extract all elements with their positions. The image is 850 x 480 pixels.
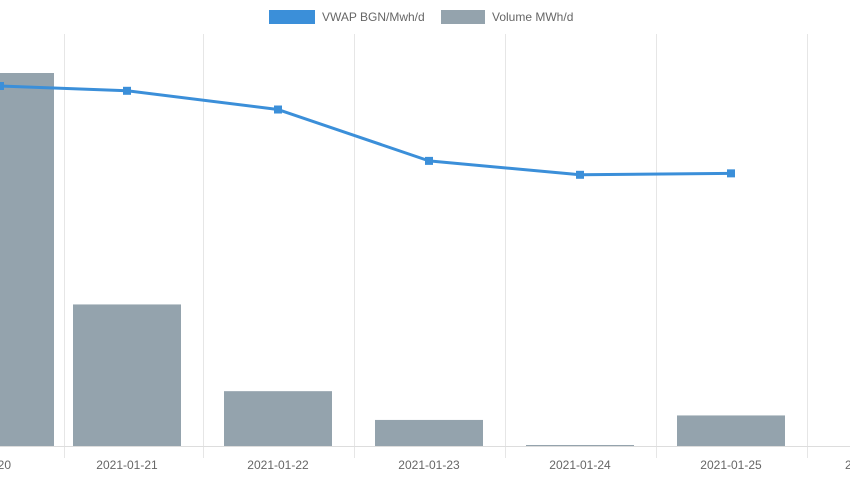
volume-bar[interactable] [224,391,332,446]
x-tick-label: 2021-01-24 [549,458,611,472]
volume-bar[interactable] [526,445,634,446]
legend-label: Volume MWh/d [492,10,573,24]
volume-bar[interactable] [375,419,483,446]
x-tick-label: 2 [845,458,850,472]
vwap-point[interactable] [0,82,4,90]
legend-item-vwap[interactable]: VWAP BGN/Mwh/d [269,10,425,24]
legend-item-volume[interactable]: Volume MWh/d [441,10,573,24]
volume-bar[interactable] [73,304,181,446]
vwap-line [0,82,735,179]
vwap-point[interactable] [576,170,584,179]
x-axis-ticks: 20 2021-01-21 2021-01-22 2021-01-23 2021-01-… [0,458,850,472]
legend[interactable]: VWAP BGN/Mwh/d Volume MWh/d [269,10,573,24]
x-tick-label: 20 [0,458,11,472]
volume-bar[interactable] [0,73,54,446]
vwap-point[interactable] [274,105,282,114]
x-tick-label: 2021-01-25 [700,458,762,472]
x-tick-label: 2021-01-23 [398,458,460,472]
vwap-point[interactable] [425,156,433,165]
volume-bar[interactable] [677,415,785,446]
x-tick-label: 2021-01-22 [247,458,309,472]
legend-label: VWAP BGN/Mwh/d [322,10,425,24]
grid [0,34,850,458]
volume-bars [0,73,785,446]
vwap-point[interactable] [727,169,735,178]
legend-swatch [269,10,315,24]
x-tick-label: 2021-01-21 [96,458,158,472]
legend-swatch [441,10,485,24]
vwap-point[interactable] [123,86,131,95]
vwap-line-path [0,84,732,177]
